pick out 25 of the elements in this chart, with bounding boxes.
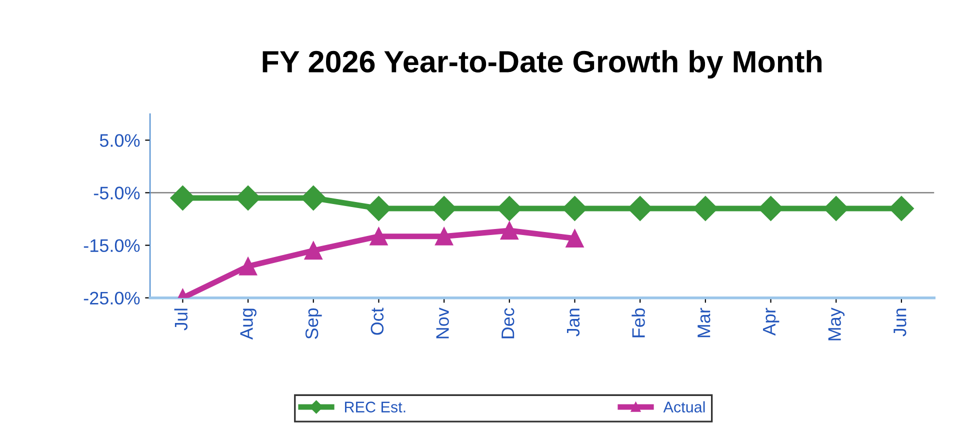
x-tick-label: Jun	[894, 308, 906, 336]
point	[566, 229, 584, 248]
x-tick-label: Oct	[370, 308, 384, 335]
x-tick-label: Nov	[436, 308, 449, 338]
chart-title: FY 2026 Year-to-Date Growth by Month	[262, 50, 822, 79]
x-tick-label: Dec	[502, 308, 514, 338]
point	[239, 257, 258, 276]
x-tick-label: Jan	[566, 308, 580, 336]
legend-label: Actual	[663, 401, 705, 412]
x-tick-label: Feb	[632, 308, 645, 338]
x-tick-label: Sep	[305, 308, 322, 339]
point	[370, 227, 388, 246]
x-tick-label: Mar	[698, 308, 710, 338]
x-tick-label: Aug	[240, 308, 256, 340]
point	[435, 227, 454, 246]
y-tick-label: -5.0%	[94, 186, 140, 200]
x-tick-label: May	[828, 308, 845, 340]
x-tick-label: Jul	[174, 308, 188, 330]
legend-label: REC Est.	[345, 402, 406, 412]
y-tick-label: -25.0%	[84, 292, 140, 305]
point	[500, 222, 518, 240]
y-tick-label: 5.0%	[100, 134, 140, 147]
point	[304, 242, 322, 260]
x-tick-label: Apr	[763, 308, 780, 336]
y-tick-label: -15.0%	[84, 239, 140, 252]
